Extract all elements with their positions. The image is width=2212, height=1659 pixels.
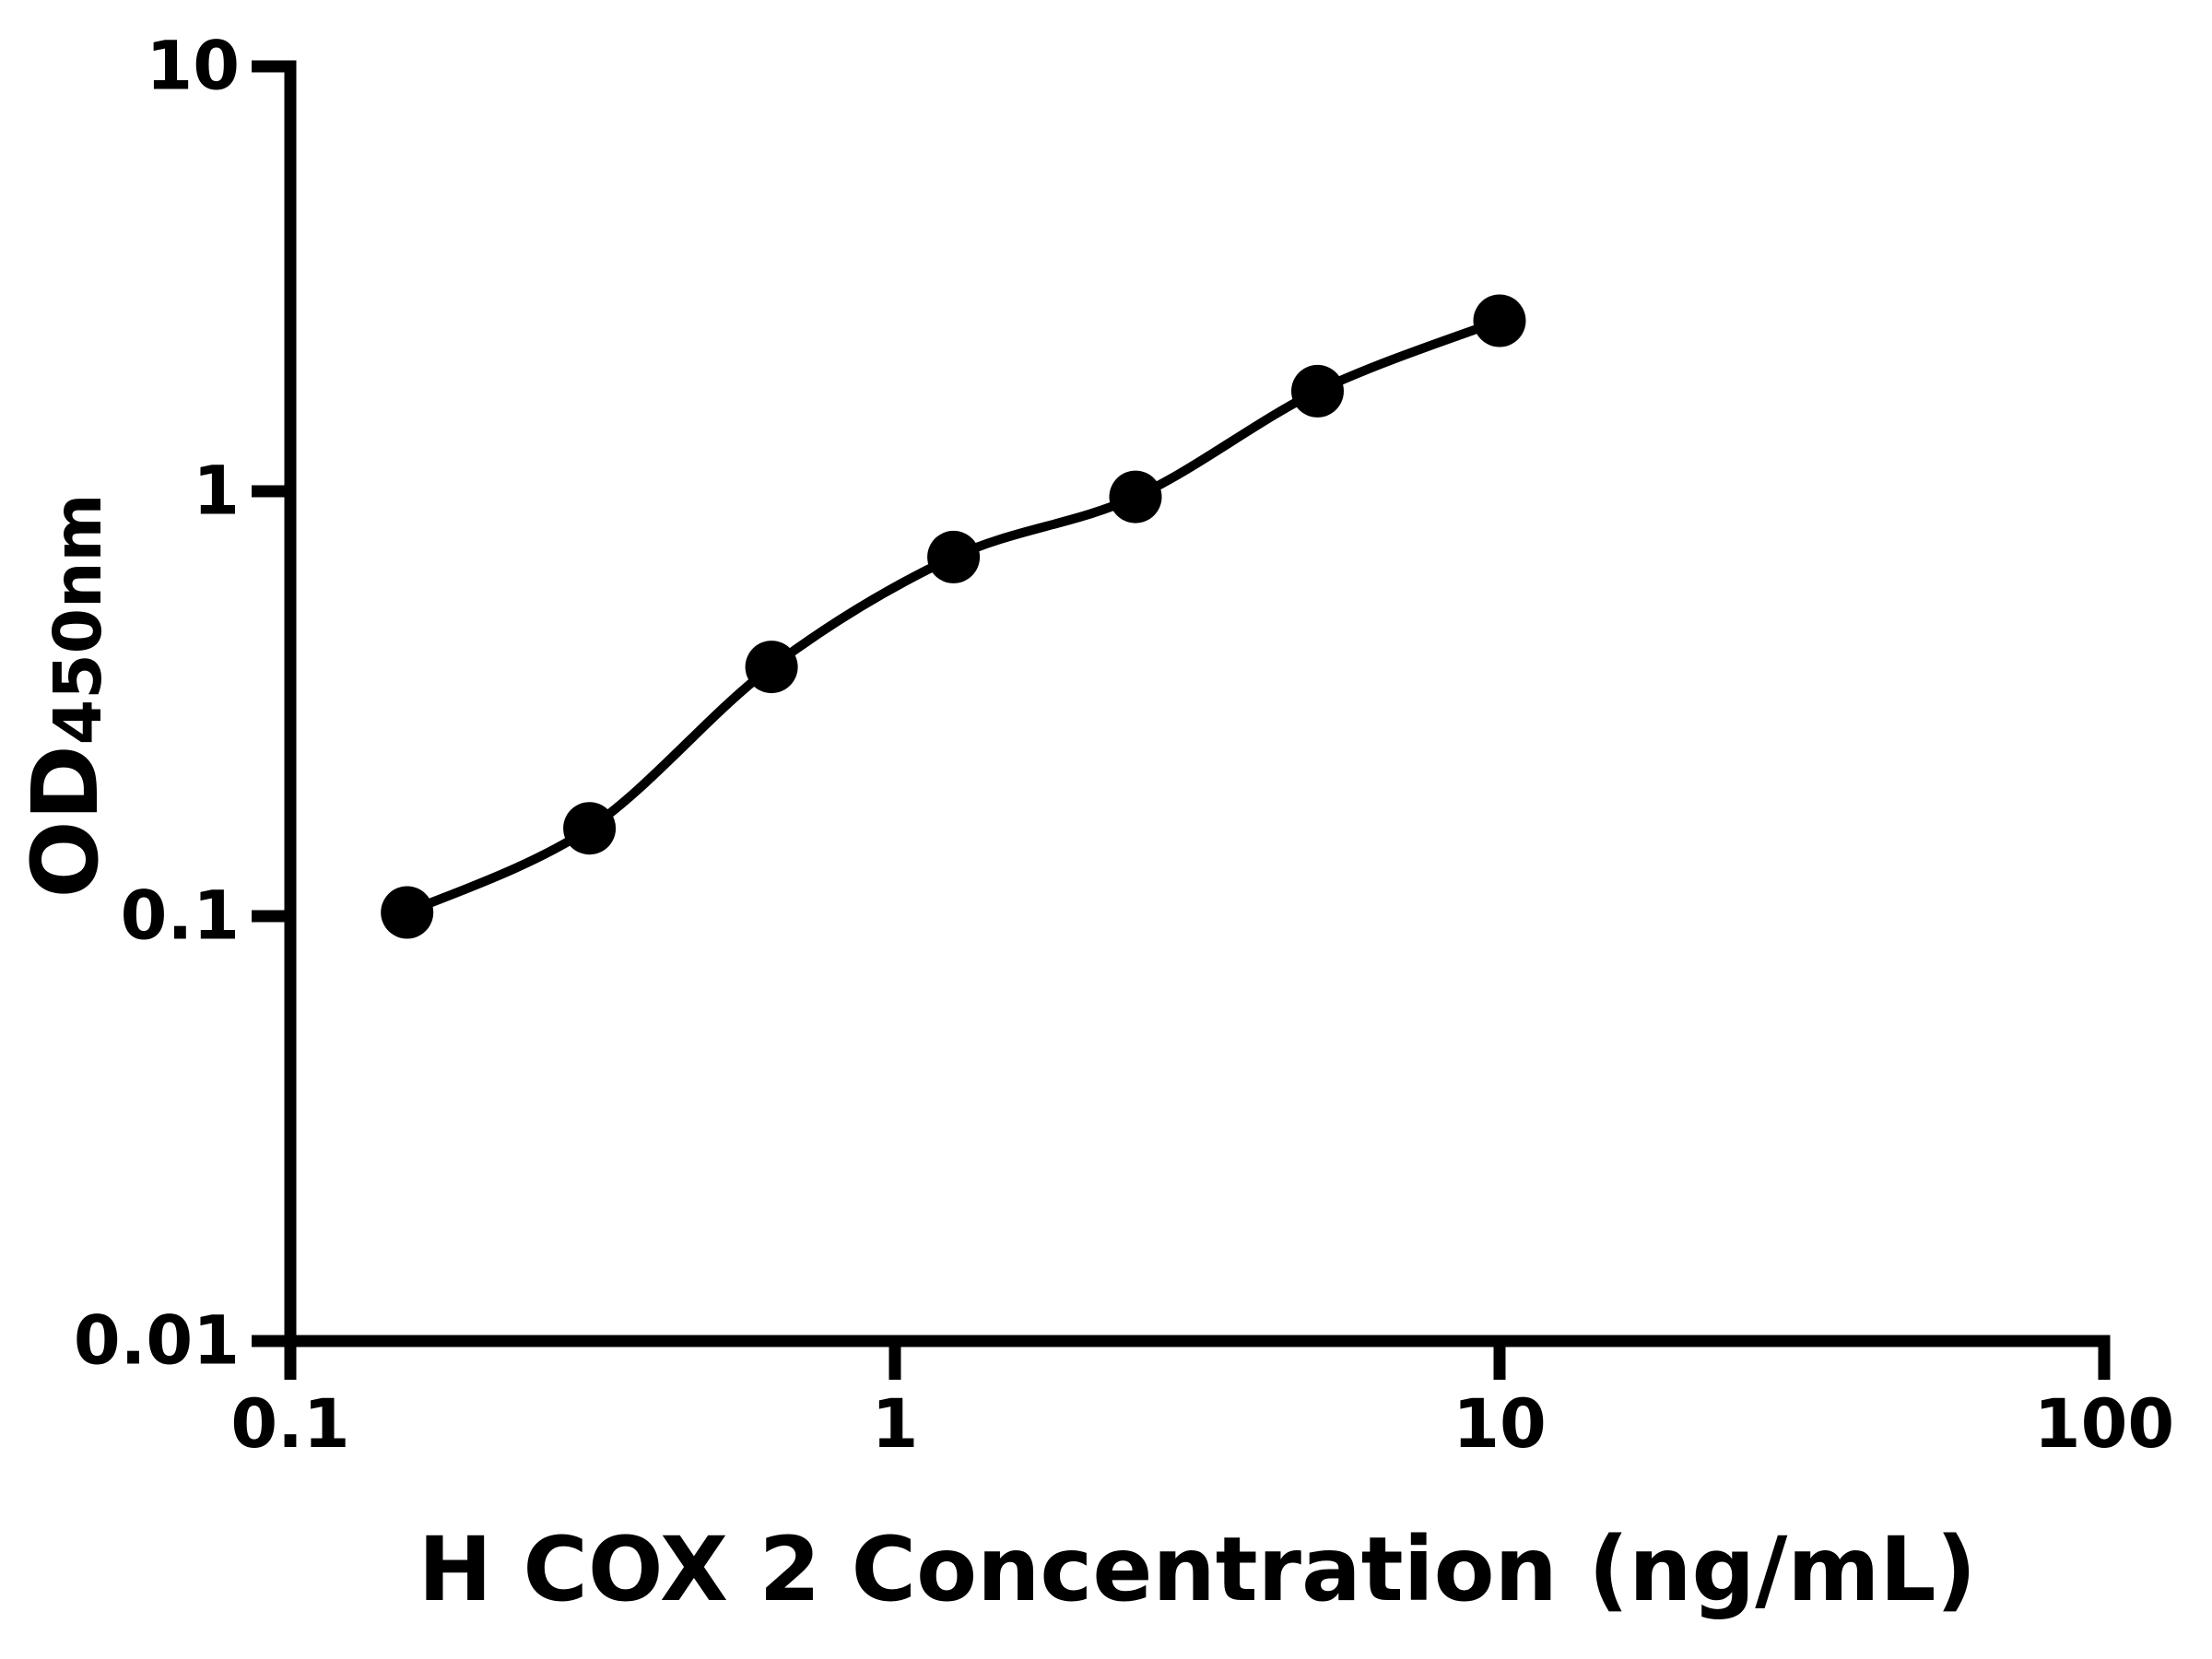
- data-point-marker-2: [745, 641, 798, 694]
- data-point-marker-4: [1109, 470, 1162, 524]
- x-tick-label-0.1: 0.1: [230, 1385, 349, 1464]
- y-tick-label-0.1: 0.1: [121, 877, 240, 956]
- data-point-marker-5: [1291, 364, 1344, 418]
- x-tick-label-10: 10: [1453, 1385, 1547, 1464]
- x-tick-label-100: 100: [2034, 1385, 2174, 1464]
- x-axis-title: H COX 2 Concentration (ng/mL): [418, 1518, 1977, 1621]
- y-axis-title: OD450nm: [13, 327, 119, 1065]
- y-tick-label-0.01: 0.01: [74, 1302, 240, 1381]
- y-axis-title-main: OD: [13, 745, 119, 899]
- x-tick-label-1: 1: [872, 1385, 919, 1464]
- y-tick-label-10: 10: [146, 28, 240, 106]
- data-point-marker-6: [1473, 294, 1526, 347]
- y-tick-label-1: 1: [193, 453, 240, 531]
- data-point-marker-0: [381, 886, 434, 939]
- y-axis-title-subscript: 450nm: [40, 493, 116, 746]
- data-point-marker-1: [563, 802, 617, 855]
- data-point-marker-3: [927, 530, 981, 583]
